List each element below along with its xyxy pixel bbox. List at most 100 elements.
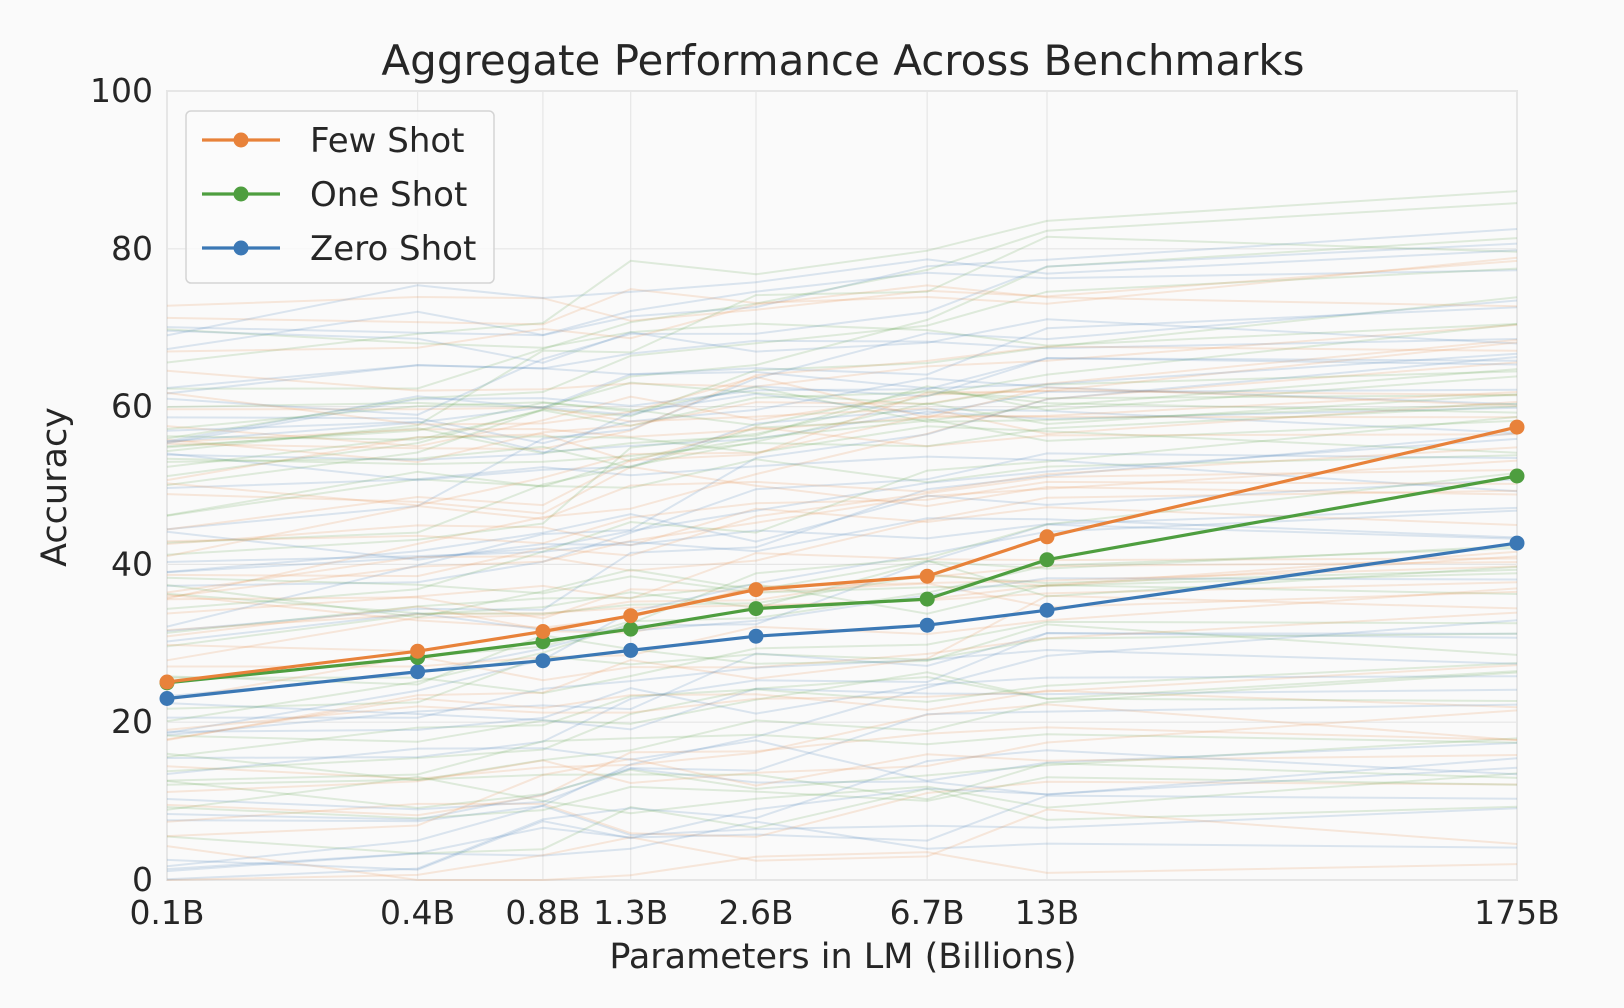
benchmark-line	[166, 517, 1518, 563]
benchmark-line	[166, 323, 1518, 392]
benchmark-line	[166, 259, 1518, 322]
benchmark-line	[166, 425, 1518, 468]
benchmark-line	[166, 559, 1518, 619]
data-point	[1039, 602, 1055, 618]
benchmark-line	[166, 400, 1518, 435]
benchmark-line	[166, 664, 1518, 731]
series-line	[166, 474, 1518, 685]
benchmark-line	[166, 341, 1518, 531]
benchmark-line	[166, 472, 1518, 723]
benchmark-line	[166, 455, 1518, 493]
benchmark-line	[166, 555, 1518, 662]
benchmark-line	[166, 762, 1518, 801]
data-point	[919, 591, 935, 607]
benchmark-line	[166, 454, 1518, 517]
data-point	[1509, 468, 1525, 484]
series-zero-shot	[159, 535, 1525, 706]
benchmark-line	[166, 357, 1518, 443]
legend-label: Few Shot	[310, 121, 465, 161]
benchmark-line	[166, 405, 1518, 466]
benchmark-line	[166, 577, 1518, 643]
y-tick-label: 0	[132, 860, 153, 899]
benchmark-line	[166, 386, 1518, 430]
data-point	[919, 568, 935, 584]
benchmark-line	[166, 572, 1518, 595]
legend-label: Zero Shot	[310, 229, 476, 269]
series-few-shot	[159, 419, 1525, 690]
data-point	[410, 664, 426, 680]
benchmark-line	[166, 632, 1518, 737]
benchmark-line	[166, 406, 1518, 454]
benchmark-line	[166, 437, 1518, 574]
data-point	[159, 674, 175, 690]
benchmark-line	[166, 469, 1518, 578]
benchmark-line	[166, 426, 1518, 482]
x-tick-label: 6.7B	[890, 893, 965, 932]
benchmark-line	[166, 478, 1518, 573]
benchmark-line	[166, 620, 1518, 695]
legend-marker	[233, 186, 249, 202]
benchmark-line	[166, 772, 1518, 815]
legend-item: Zero Shot	[202, 229, 476, 269]
benchmark-line	[166, 338, 1518, 464]
benchmark-line	[166, 452, 1518, 587]
benchmark-line	[166, 418, 1518, 469]
data-point	[410, 643, 426, 659]
x-tick-label: 175B	[1474, 893, 1560, 932]
benchmark-line	[166, 648, 1518, 719]
benchmark-line	[166, 506, 1518, 547]
legend-box	[185, 110, 495, 284]
benchmark-line	[166, 256, 1518, 326]
benchmark-line	[166, 662, 1518, 758]
benchmark-line	[166, 757, 1518, 811]
benchmark-line	[166, 391, 1518, 441]
benchmark-line	[166, 709, 1518, 793]
benchmark-line	[166, 375, 1518, 426]
benchmark-line	[166, 581, 1518, 632]
data-point	[748, 628, 764, 644]
benchmark-line	[166, 375, 1518, 455]
benchmark-line	[166, 356, 1518, 628]
benchmark-line	[166, 393, 1518, 544]
benchmark-line	[166, 345, 1518, 450]
benchmark-line	[166, 389, 1518, 448]
benchmark-line	[166, 611, 1518, 702]
data-point	[623, 642, 639, 658]
benchmark-line	[166, 804, 1518, 837]
y-tick-label: 40	[111, 544, 153, 583]
benchmark-line	[166, 506, 1518, 561]
benchmark-line	[166, 687, 1518, 731]
benchmark-line	[166, 583, 1518, 634]
benchmark-line	[166, 338, 1518, 389]
benchmark-line	[166, 408, 1518, 482]
benchmark-line	[166, 242, 1518, 416]
benchmark-line	[166, 808, 1518, 881]
y-tick-label: 60	[111, 387, 153, 426]
benchmark-line	[166, 737, 1518, 810]
data-point	[159, 691, 175, 706]
legend: Few Shot One Shot Zero Shot	[185, 110, 495, 284]
series-line	[166, 425, 1518, 684]
benchmark-line	[166, 780, 1518, 838]
benchmark-line	[166, 671, 1518, 782]
benchmark-line	[166, 594, 1518, 742]
legend-item: Few Shot	[202, 121, 465, 161]
benchmark-line	[166, 631, 1518, 759]
benchmark-line	[166, 389, 1518, 448]
benchmark-line	[166, 739, 1518, 782]
benchmark-line	[166, 357, 1518, 445]
benchmark-line	[166, 432, 1518, 632]
x-tick-label: 0.8B	[505, 893, 580, 932]
benchmark-line	[166, 391, 1518, 444]
data-point	[1039, 529, 1055, 545]
benchmark-line	[166, 228, 1518, 337]
data-point	[1509, 535, 1525, 551]
benchmark-line	[166, 670, 1518, 773]
benchmark-line	[166, 361, 1518, 600]
benchmark-line	[166, 776, 1518, 820]
x-tick-label: 1.3B	[593, 893, 668, 932]
x-tick-label: 0.4B	[380, 893, 455, 932]
x-tick-label: 2.6B	[718, 893, 793, 932]
y-tick-label: 20	[111, 702, 153, 741]
